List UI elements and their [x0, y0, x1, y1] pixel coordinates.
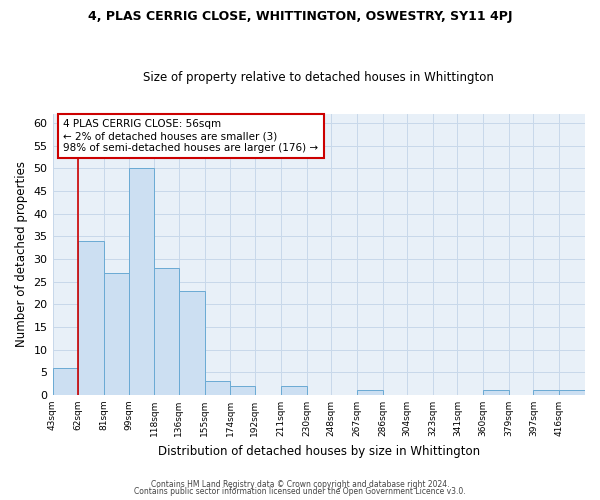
Bar — [281, 386, 307, 395]
Bar — [230, 386, 255, 395]
Bar — [53, 368, 79, 395]
Bar — [79, 241, 104, 395]
Bar — [154, 268, 179, 395]
Bar — [533, 390, 559, 395]
Title: Size of property relative to detached houses in Whittington: Size of property relative to detached ho… — [143, 70, 494, 84]
Bar — [483, 390, 509, 395]
Text: Contains public sector information licensed under the Open Government Licence v3: Contains public sector information licen… — [134, 487, 466, 496]
Text: 4 PLAS CERRIG CLOSE: 56sqm
← 2% of detached houses are smaller (3)
98% of semi-d: 4 PLAS CERRIG CLOSE: 56sqm ← 2% of detac… — [63, 120, 319, 152]
X-axis label: Distribution of detached houses by size in Whittington: Distribution of detached houses by size … — [158, 444, 480, 458]
Bar — [104, 272, 128, 395]
Y-axis label: Number of detached properties: Number of detached properties — [15, 162, 28, 348]
Bar — [179, 290, 205, 395]
Text: 4, PLAS CERRIG CLOSE, WHITTINGTON, OSWESTRY, SY11 4PJ: 4, PLAS CERRIG CLOSE, WHITTINGTON, OSWES… — [88, 10, 512, 23]
Bar — [559, 390, 585, 395]
Bar — [357, 390, 383, 395]
Text: Contains HM Land Registry data © Crown copyright and database right 2024.: Contains HM Land Registry data © Crown c… — [151, 480, 449, 489]
Bar — [205, 382, 230, 395]
Bar — [128, 168, 154, 395]
